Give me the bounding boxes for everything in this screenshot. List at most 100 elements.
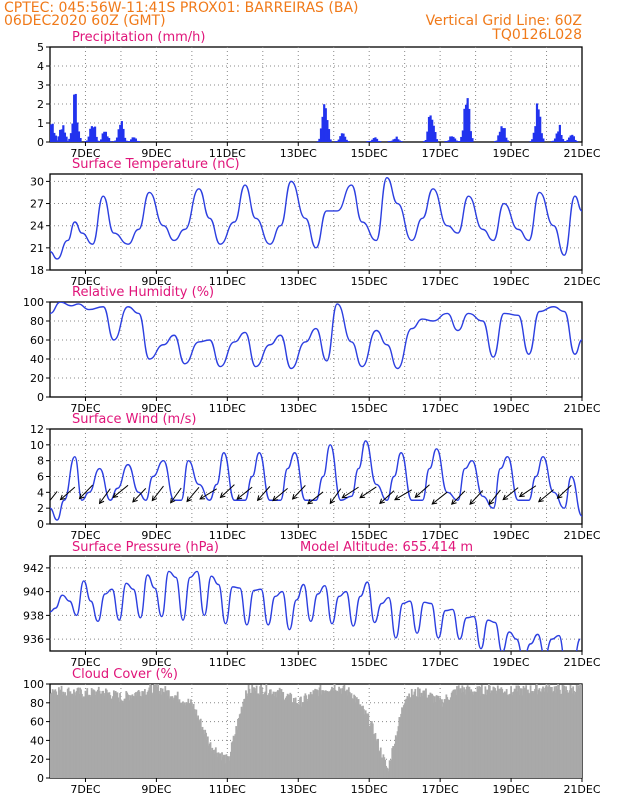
precip-bar: [90, 126, 93, 142]
y-tick-label: 24: [30, 220, 44, 233]
precip-bar: [572, 136, 575, 142]
wind-arrow: [60, 486, 76, 500]
x-tick-label: 7DEC: [70, 147, 100, 160]
precip-bar: [423, 141, 426, 142]
panel-plot-area: [50, 302, 582, 370]
precip-bar: [561, 138, 565, 142]
precip-bar: [566, 139, 569, 142]
x-tick-label: 21DEC: [563, 147, 600, 160]
precip-bar: [134, 138, 137, 142]
panel-1: 18 21 24 27 30 7DEC 9DEC 11DEC 13DEC 15DEC 17DEC 19…: [30, 173, 601, 288]
wind-arrow: [502, 487, 519, 500]
wind-arrow-head: [359, 493, 366, 499]
precip-bar: [445, 141, 449, 142]
precip-bar: [447, 140, 450, 142]
x-tick-label: 7DEC: [70, 275, 100, 288]
precip-bar: [389, 141, 392, 142]
precip-bar: [449, 136, 452, 142]
wind-arrow: [469, 490, 484, 505]
precip-bar: [65, 136, 68, 142]
wind-arrow: [394, 489, 413, 501]
precip-bar: [63, 132, 67, 142]
x-tick-label: 15DEC: [351, 529, 388, 542]
precip-bar: [59, 129, 62, 142]
y-tick-label: 2: [37, 502, 44, 515]
precip-bar: [455, 140, 458, 142]
y-tick-label: 30: [30, 175, 44, 188]
precip-bar: [131, 137, 134, 142]
y-tick-label: 0: [37, 518, 44, 531]
precip-bar: [539, 116, 542, 142]
precip-bar: [336, 141, 339, 142]
header-model-id: TQ0126L028: [491, 27, 582, 43]
x-tick-label: 17DEC: [422, 529, 459, 542]
x-tick-label: 7DEC: [70, 529, 100, 542]
precip-bar: [51, 123, 54, 142]
precip-bar: [339, 136, 342, 142]
precip-bar: [128, 141, 131, 142]
x-tick-label: 15DEC: [351, 783, 388, 796]
precip-bar: [450, 136, 453, 142]
y-tick-label: 27: [30, 198, 44, 211]
precip-bar: [129, 139, 133, 142]
y-tick-label: 940: [23, 586, 44, 599]
wind-arrow: [151, 485, 164, 501]
x-tick-label: 7DEC: [70, 402, 100, 415]
header-run-time: 06DEC2020 60Z (GMT): [4, 13, 166, 29]
wind-arrow: [272, 487, 288, 501]
wind-arrow-head: [151, 495, 158, 502]
wind-arrow: [292, 485, 306, 500]
wind-arrow-head: [78, 493, 85, 500]
wind-arrow-head: [59, 494, 66, 501]
precip-bar: [529, 141, 532, 142]
precip-bar: [119, 124, 122, 142]
wind-arrow-head: [291, 494, 298, 500]
y-tick-label: 938: [23, 609, 44, 622]
precip-bar: [552, 140, 555, 142]
wind-arrow: [199, 488, 217, 500]
wind-arrow-head: [98, 498, 105, 505]
x-tick-label: 13DEC: [280, 147, 317, 160]
wind-arrow-head: [219, 492, 226, 499]
y-tick-label: 0: [37, 772, 44, 785]
x-tick-label: 11DEC: [209, 147, 246, 160]
panel-frame: [49, 555, 583, 652]
precip-bar: [101, 133, 104, 142]
precip-bar: [321, 116, 324, 142]
x-tick-label: 11DEC: [209, 402, 246, 415]
precip-bar: [115, 137, 119, 142]
precip-bar: [89, 128, 92, 142]
precip-bar: [444, 141, 447, 142]
wind-arrow: [220, 484, 235, 498]
precip-bar: [54, 135, 57, 142]
x-tick-label: 11DEC: [209, 529, 246, 542]
x-tick-label: 13DEC: [280, 529, 317, 542]
y-tick-label: 6: [37, 471, 44, 484]
precip-bar: [503, 128, 506, 142]
precip-bar: [77, 131, 81, 142]
panel-0: 0 1 2 3 4 5 7DEC 9DEC 11DEC 13DEC 15DEC 17DEC 19DEC 2…: [37, 41, 601, 160]
wind-arrow-head: [132, 496, 138, 503]
precip-bar: [537, 109, 540, 142]
precip-bar: [112, 141, 115, 142]
wind-arrow-head: [307, 498, 313, 505]
wind-arrow-head: [431, 499, 438, 505]
x-tick-label: 19DEC: [493, 275, 530, 288]
pressure-panel-title: Surface Pressure (hPa): [72, 540, 219, 555]
precip-bar: [57, 136, 60, 142]
y-tick-label: 4: [37, 60, 44, 73]
x-tick-label: 15DEC: [351, 275, 388, 288]
precip-bar: [558, 124, 561, 142]
wind-arrow: [538, 489, 554, 503]
series-line: [50, 570, 581, 651]
y-tick-label: 8: [37, 455, 44, 468]
x-tick-label: 7DEC: [70, 783, 100, 796]
precip-bar: [120, 121, 123, 142]
series-line: [50, 302, 582, 370]
y-tick-label: 0: [37, 136, 44, 149]
wind-arrow: [557, 484, 572, 499]
temperature-panel-title: Surface Temperature (nC): [72, 157, 240, 172]
wind-arrow-head: [379, 498, 385, 505]
precip-bar: [426, 131, 429, 142]
